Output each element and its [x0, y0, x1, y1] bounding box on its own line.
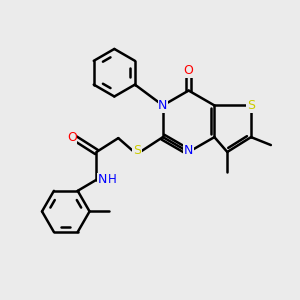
- Text: S: S: [133, 145, 141, 158]
- Text: S: S: [247, 99, 255, 112]
- Text: N: N: [158, 99, 168, 112]
- Text: N: N: [184, 145, 193, 158]
- Text: H: H: [108, 173, 117, 186]
- Text: O: O: [67, 130, 77, 144]
- Text: O: O: [184, 64, 194, 77]
- Text: N: N: [98, 173, 107, 186]
